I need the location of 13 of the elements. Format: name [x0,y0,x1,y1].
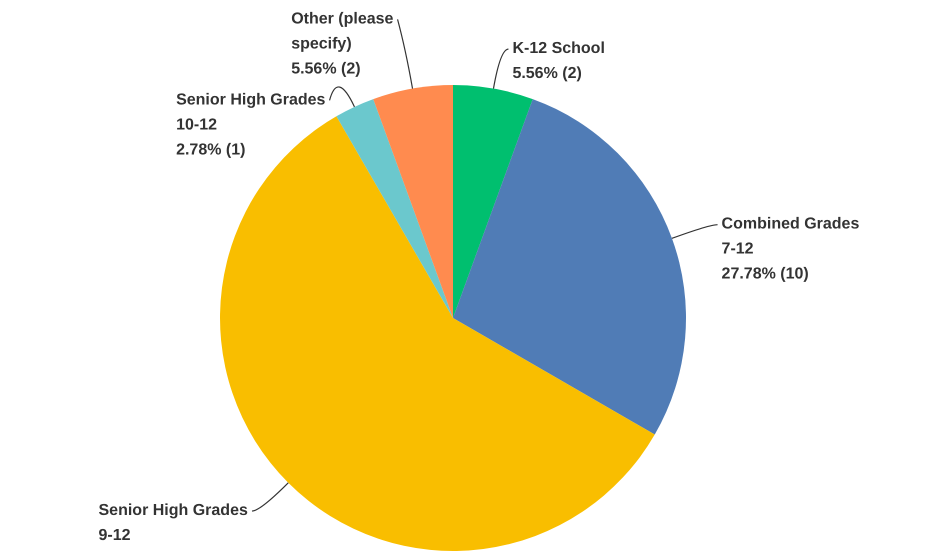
data-label: 27.78% (10) [722,266,809,283]
slice-label: Senior High Grades 10-12 [176,92,326,134]
data-label: 5.56% (2) [291,60,361,78]
pie-slice [453,85,533,318]
data-label: 5.56% (2) [512,65,582,82]
pie-slice [373,85,453,318]
slice-label: Combined Grades 7-12 [722,216,860,258]
slice-label: K-12 School [512,40,605,58]
data-label: 2.78% (1) [176,142,246,159]
pie-slice [336,99,453,318]
pie-slice [453,99,686,435]
slice-label: Other (please specify) [291,10,394,53]
slice-label: Senior High Grades 9-12 [98,502,248,544]
